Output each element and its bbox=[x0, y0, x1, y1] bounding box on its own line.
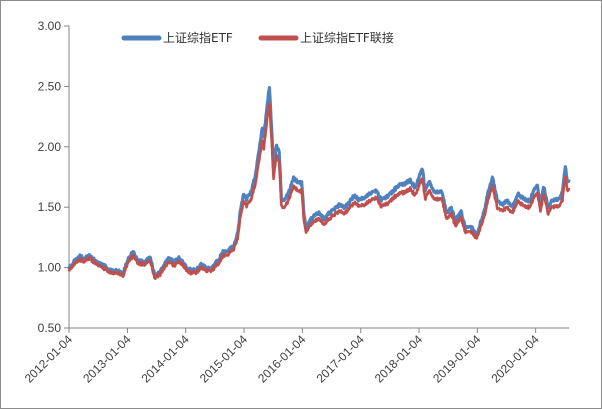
x-tick-label: 2013-01-04 bbox=[80, 332, 134, 386]
y-tick-label: 0.50 bbox=[38, 321, 62, 335]
x-tick-label: 2020-01-04 bbox=[488, 332, 542, 386]
y-tick-label: 3.00 bbox=[38, 19, 62, 33]
x-tick-label: 2018-01-04 bbox=[372, 332, 426, 386]
y-tick-label: 1.50 bbox=[38, 200, 62, 214]
series-line-1 bbox=[67, 102, 571, 281]
legend-label-0: 上证综指ETF bbox=[163, 30, 233, 45]
y-ticks: 0.50 1.00 1.50 2.00 2.50 3.00 bbox=[38, 19, 69, 335]
x-tick-label: 2019-01-04 bbox=[430, 332, 484, 386]
series-line-0 bbox=[67, 86, 571, 279]
x-tick-label: 2012-01-04 bbox=[22, 332, 76, 386]
x-tick-label: 2017-01-04 bbox=[314, 332, 368, 386]
y-tick-label: 2.50 bbox=[38, 79, 62, 93]
legend-item-1: 上证综指ETF联接 bbox=[258, 30, 394, 45]
y-tick-label: 1.00 bbox=[38, 261, 62, 275]
legend-item-0: 上证综指ETF bbox=[121, 30, 233, 45]
x-tick-label: 2014-01-04 bbox=[139, 332, 193, 386]
y-tick-label: 2.00 bbox=[38, 140, 62, 154]
x-tick-label: 2015-01-04 bbox=[197, 332, 251, 386]
x-tick-label: 2016-01-04 bbox=[255, 332, 309, 386]
legend: 上证综指ETF 上证综指ETF联接 bbox=[121, 30, 394, 45]
legend-label-1: 上证综指ETF联接 bbox=[300, 30, 394, 45]
series-lines bbox=[67, 86, 571, 281]
x-ticks: 2012-01-04 2013-01-04 2014-01-04 2015-01-04… bbox=[22, 328, 542, 386]
